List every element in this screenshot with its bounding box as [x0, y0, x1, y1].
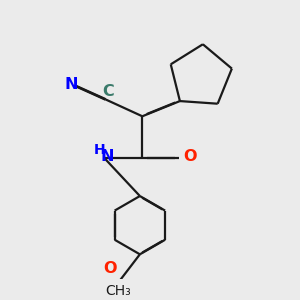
Text: O: O	[183, 149, 196, 164]
Text: N: N	[64, 76, 78, 92]
Text: N: N	[101, 149, 114, 164]
Text: O: O	[103, 261, 117, 276]
Text: H: H	[94, 143, 105, 157]
Text: CH₃: CH₃	[106, 284, 131, 298]
Text: C: C	[102, 84, 114, 99]
